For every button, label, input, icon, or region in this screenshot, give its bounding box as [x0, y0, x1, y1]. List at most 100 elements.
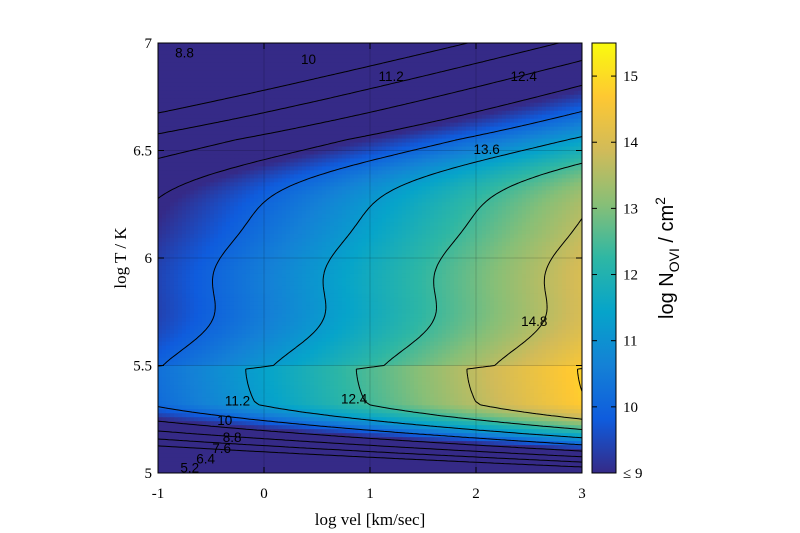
heatmap-cell [218, 94, 223, 100]
heatmap-cell [338, 122, 343, 128]
heatmap-cell [538, 182, 543, 187]
heatmap-cell [286, 138, 291, 144]
heatmap-cell [190, 206, 195, 211]
heatmap-cell [550, 166, 555, 172]
heatmap-cell [498, 126, 503, 132]
heatmap-cell [382, 178, 387, 183]
heatmap-cell [306, 142, 311, 148]
heatmap-cell [570, 134, 575, 140]
heatmap-cell [570, 50, 575, 56]
heatmap-cell [198, 138, 203, 144]
heatmap-cell [198, 74, 203, 80]
heatmap-cell [218, 158, 223, 164]
heatmap-cell [286, 142, 291, 148]
heatmap-cell [346, 66, 351, 72]
heatmap-cell [278, 138, 283, 144]
heatmap-cell [262, 86, 267, 92]
heatmap-cell [494, 126, 499, 132]
heatmap-cell [406, 94, 411, 100]
heatmap-cell [266, 206, 271, 211]
heatmap-cell [226, 186, 231, 191]
heatmap-cell [462, 98, 467, 104]
heatmap-cell [486, 90, 491, 96]
heatmap-cell [362, 218, 367, 223]
heatmap-cell [158, 202, 163, 207]
heatmap-cell [246, 74, 251, 80]
heatmap-cell [446, 122, 451, 128]
heatmap-cell [526, 90, 531, 96]
heatmap-cell [554, 50, 559, 56]
heatmap-cell [502, 154, 507, 160]
heatmap-cell [234, 70, 239, 76]
heatmap-cell [530, 190, 535, 195]
heatmap-cell [386, 110, 391, 116]
heatmap-cell [462, 62, 467, 68]
heatmap-cell [174, 218, 179, 223]
heatmap-cell [322, 74, 327, 80]
heatmap-cell [174, 50, 179, 56]
heatmap-cell [258, 210, 263, 215]
heatmap-cell [294, 218, 299, 223]
heatmap-cell [250, 178, 255, 183]
heatmap-cell [206, 142, 211, 148]
heatmap-cell [366, 58, 371, 64]
heatmap-cell [394, 222, 399, 227]
heatmap-cell [230, 86, 235, 92]
heatmap-cell [162, 142, 167, 148]
heatmap-cell [162, 94, 167, 100]
heatmap-cell [502, 162, 507, 168]
heatmap-cell [426, 186, 431, 191]
heatmap-cell [178, 222, 183, 227]
heatmap-cell [182, 74, 187, 80]
heatmap-cell [406, 194, 411, 199]
heatmap-cell [570, 218, 575, 223]
heatmap-cell [486, 226, 491, 231]
heatmap-cell [550, 194, 555, 199]
heatmap-cell [210, 134, 215, 140]
heatmap-cell [354, 214, 359, 219]
heatmap-cell [498, 170, 503, 175]
heatmap-cell [342, 138, 347, 144]
heatmap-cell [202, 94, 207, 100]
heatmap-cell [562, 54, 567, 60]
heatmap-cell [378, 146, 383, 152]
heatmap-cell [362, 54, 367, 60]
heatmap-cell [470, 54, 475, 60]
heatmap-cell [526, 94, 531, 100]
heatmap-cell [230, 198, 235, 203]
heatmap-cell [354, 90, 359, 96]
heatmap-cell [322, 54, 327, 60]
heatmap-cell [270, 118, 275, 124]
heatmap-cell [394, 202, 399, 207]
heatmap-cell [414, 174, 419, 179]
heatmap-cell [426, 206, 431, 211]
heatmap-cell [278, 186, 283, 191]
heatmap-cell [330, 58, 335, 64]
heatmap-cell [370, 98, 375, 104]
heatmap-cell [386, 43, 391, 48]
heatmap-cell [398, 110, 403, 116]
heatmap-cell [294, 118, 299, 124]
heatmap-cell [314, 198, 319, 203]
heatmap-cell [562, 66, 567, 72]
heatmap-cell [246, 106, 251, 112]
heatmap-cell [506, 142, 511, 148]
heatmap-cell [194, 150, 199, 156]
heatmap-cell [210, 198, 215, 203]
heatmap-cell [190, 46, 195, 52]
heatmap-cell [186, 198, 191, 203]
heatmap-cell [234, 54, 239, 60]
heatmap-cell [454, 102, 459, 108]
heatmap-cell [322, 138, 327, 144]
heatmap-cell [458, 202, 463, 207]
heatmap-cell [322, 66, 327, 72]
heatmap-cell [162, 214, 167, 219]
heatmap-cell [278, 58, 283, 64]
heatmap-cell [454, 198, 459, 203]
heatmap-cell [446, 126, 451, 132]
heatmap-cell [410, 218, 415, 223]
heatmap-cell [442, 170, 447, 175]
heatmap-cell [570, 198, 575, 203]
heatmap-cell [226, 118, 231, 124]
heatmap-cell [166, 94, 171, 100]
